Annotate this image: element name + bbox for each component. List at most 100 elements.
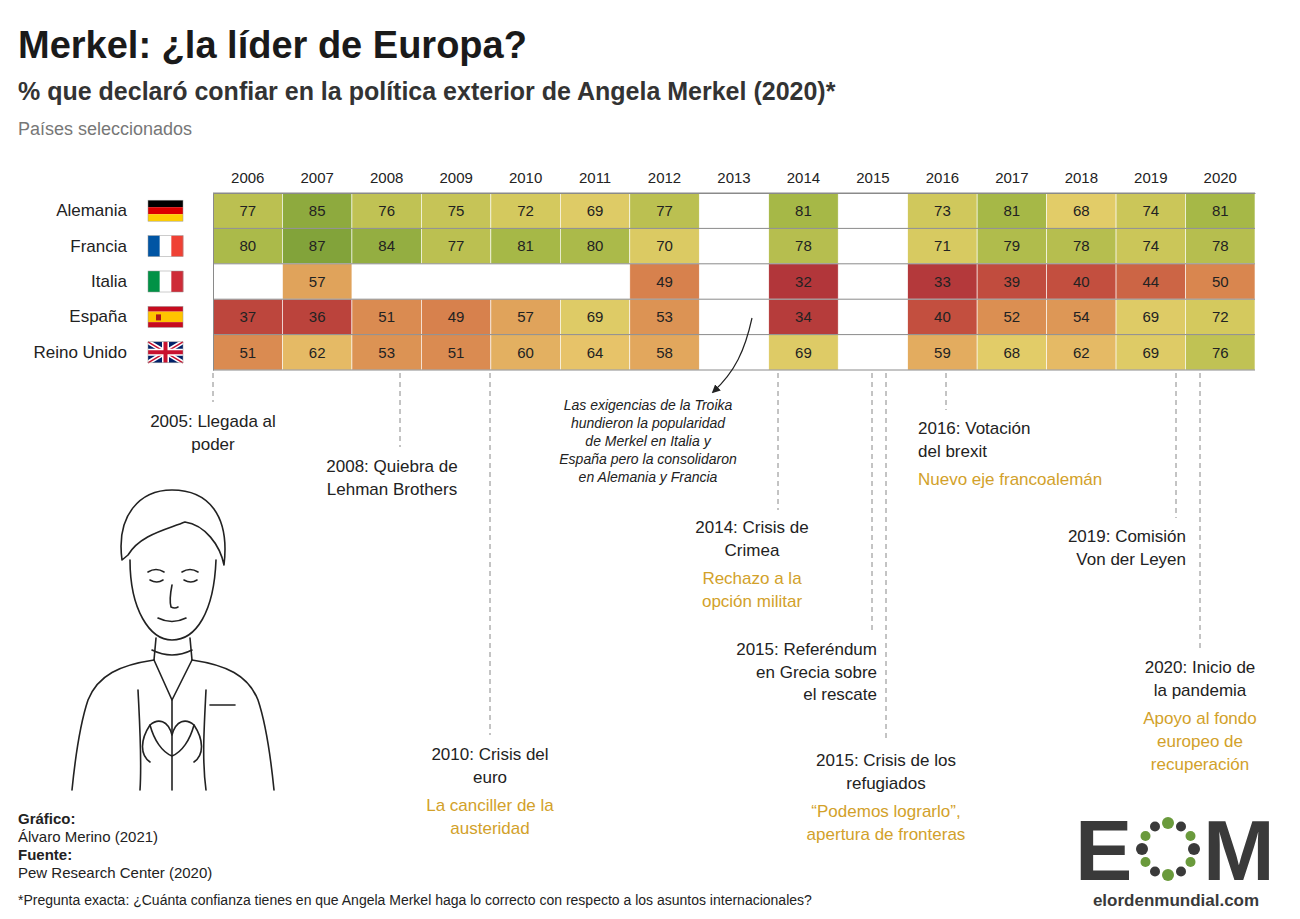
- logo-dot: [1140, 831, 1150, 841]
- flag-saltire: [148, 342, 183, 363]
- leader-line: [1200, 373, 1201, 648]
- annotation-highlight: Nuevo eje francoalemán: [918, 470, 1102, 489]
- portrait-stroke: [138, 690, 206, 790]
- cell-label: 58: [656, 344, 673, 361]
- row-line: [213, 263, 1255, 264]
- annotation-highlight: recuperación: [1151, 755, 1249, 774]
- portrait-stroke: [72, 660, 154, 790]
- callout-arrow: [713, 318, 752, 392]
- annotation-text: Von der Leyen: [1076, 550, 1186, 569]
- cell: [282, 193, 351, 228]
- logo-dot: [1150, 821, 1160, 831]
- leader-line: [1176, 373, 1177, 518]
- leader-line: [886, 373, 887, 742]
- flag-cross: [148, 342, 183, 363]
- cell: [352, 299, 421, 334]
- tick: España: [69, 307, 213, 326]
- cell: [213, 193, 282, 228]
- callout-text: de Merkel en Italia y: [585, 433, 711, 449]
- cell: [1116, 299, 1185, 334]
- cell: [1116, 193, 1185, 228]
- cell: [421, 335, 490, 370]
- tick: 2015: [856, 169, 889, 193]
- portrait-stroke: [143, 725, 202, 762]
- annotation-highlight: opción militar: [702, 592, 802, 611]
- credit: Fuente:: [18, 846, 72, 863]
- tick-label: Reino Unido: [33, 343, 127, 362]
- cell: [282, 264, 351, 299]
- flag: [148, 342, 183, 363]
- tick-label: Francia: [70, 237, 127, 256]
- cell-label: 49: [448, 308, 465, 325]
- cell: [769, 228, 838, 263]
- tick-label: 2017: [995, 169, 1028, 186]
- cell: [977, 228, 1046, 263]
- cell-label: 69: [1142, 308, 1159, 325]
- tick: 2006: [231, 169, 264, 193]
- cell-label: 64: [587, 344, 604, 361]
- cell: [908, 335, 977, 370]
- portrait-stroke: [152, 650, 192, 655]
- tick-label: Italia: [91, 272, 127, 291]
- portrait-stroke: [170, 585, 178, 608]
- cell-label: 36: [309, 308, 326, 325]
- annotation-highlight: austeridad: [450, 819, 529, 838]
- cell-label: 85: [309, 202, 326, 219]
- tick-label: 2014: [787, 169, 820, 186]
- title: Merkel: ¿la líder de Europa?: [18, 24, 527, 66]
- cell-label: 68: [1073, 202, 1090, 219]
- logo-dot: [1136, 843, 1148, 855]
- row-line: [213, 228, 1255, 229]
- cell: [1047, 335, 1116, 370]
- cell: [421, 228, 490, 263]
- logo-dot: [1188, 843, 1200, 855]
- portrait-stroke: [121, 490, 225, 565]
- cell-label: 54: [1073, 308, 1090, 325]
- cell-label: 60: [517, 344, 534, 361]
- cell-label: 53: [378, 344, 395, 361]
- cell-label: 34: [795, 308, 812, 325]
- cell-label: 53: [656, 308, 673, 325]
- cell: [1116, 228, 1185, 263]
- leader-line: [946, 373, 947, 410]
- tick: 2008: [370, 169, 403, 193]
- tick: 2018: [1065, 169, 1098, 193]
- tick: Francia: [70, 237, 213, 256]
- cell-label: 77: [239, 202, 256, 219]
- logo-site: elordenmundial.com: [1093, 891, 1259, 910]
- annotation-text: 2005: Llegada al: [150, 412, 276, 431]
- cell: [1186, 335, 1255, 370]
- cell-label: 50: [1212, 273, 1229, 290]
- chart: Merkel: ¿la líder de Europa?% que declar…: [0, 0, 1300, 919]
- cell: [1186, 299, 1255, 334]
- cell-label: 73: [934, 202, 951, 219]
- callout-text: en Alemania y Francia: [579, 469, 718, 485]
- tick-label: 2013: [717, 169, 750, 186]
- cell-label: 77: [448, 237, 465, 254]
- tick-label: 2019: [1134, 169, 1167, 186]
- cell: [1047, 193, 1116, 228]
- cell-label: 51: [378, 308, 395, 325]
- tick: 2010: [509, 169, 542, 193]
- flag-border: [148, 236, 183, 257]
- cell: [421, 299, 490, 334]
- flag-emblem: [156, 314, 161, 320]
- cell: [908, 228, 977, 263]
- portrait: [72, 490, 274, 790]
- flag-border: [148, 342, 183, 363]
- tick: 2014: [787, 169, 820, 193]
- flag-field: [148, 342, 183, 363]
- cell-label: 84: [378, 237, 395, 254]
- tick-label: 2012: [648, 169, 681, 186]
- annotations: 2005: Llegada alpoder2008: Quiebra deLeh…: [150, 373, 1257, 844]
- cell: [1186, 193, 1255, 228]
- cell: [977, 193, 1046, 228]
- cell-label: 51: [448, 344, 465, 361]
- cell-label: 70: [656, 237, 673, 254]
- leader-line: [778, 373, 779, 510]
- y-axis: AlemaniaFranciaItaliaEspañaReino Unido: [33, 194, 213, 371]
- logo-dot: [1176, 821, 1186, 831]
- logo-letter: E: [1075, 802, 1132, 898]
- cell-label: 62: [1073, 344, 1090, 361]
- cell-label: 78: [795, 237, 812, 254]
